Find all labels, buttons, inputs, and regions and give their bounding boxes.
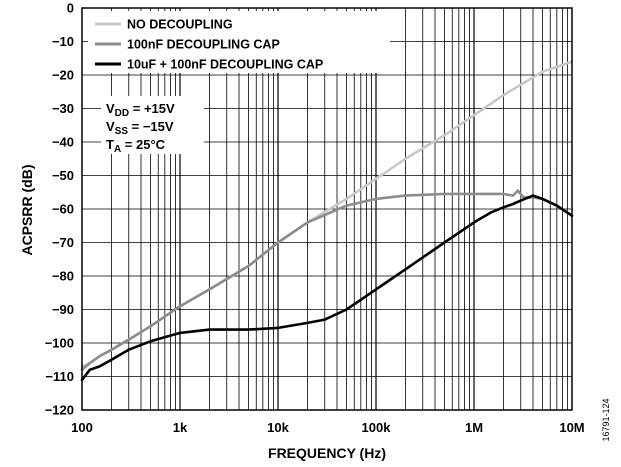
y-tick-label: −70	[52, 235, 74, 250]
plot-frame	[81, 7, 573, 411]
conditions-box: VDD = +15V VSS = −15V TA = 25°C	[101, 96, 204, 155]
y-tick-label: 0	[67, 1, 74, 16]
legend-label-2: 100nF DECOUPLING CAP	[127, 38, 280, 52]
x-tick-label: 10M	[559, 420, 584, 435]
y-tick-label: −120	[45, 403, 74, 418]
x-tick-label: 100k	[362, 420, 392, 435]
series-line-3	[80, 194, 574, 382]
legend: NO DECOUPLING 100nF DECOUPLING CAP 10uF + …	[88, 11, 390, 73]
vss-label: VSS = −15V	[106, 119, 174, 137]
y-tick-label: −90	[52, 302, 74, 317]
legend-background	[88, 11, 390, 73]
legend-label-3: 10uF + 100nF DECOUPLING CAP	[127, 58, 323, 72]
x-axis-title: FREQUENCY (Hz)	[268, 445, 386, 461]
x-tick-label: 100	[71, 420, 93, 435]
y-tick-labels: 0 −10 −20 −30 −40 −50 −60 −70 −80 −90 −100 −110 −120	[45, 1, 74, 418]
x-tick-label: 1M	[465, 420, 483, 435]
grid	[82, 8, 572, 410]
conditions-background	[101, 96, 204, 154]
legend-label-1: NO DECOUPLING	[127, 18, 233, 32]
x-tick-labels: 100 1k 10k 100k 1M 10M	[71, 420, 585, 435]
x-tick-label: 10k	[267, 420, 289, 435]
series-line-2	[80, 189, 574, 372]
y-tick-label: −30	[52, 101, 74, 116]
y-axis-title: ACPSRR (dB)	[19, 165, 35, 256]
ta-label: TA = 25°C	[106, 137, 166, 155]
series-layer	[80, 60, 574, 382]
vdd-label: VDD = +15V	[106, 101, 175, 119]
y-tick-label: −20	[52, 68, 74, 83]
y-tick-label: −100	[45, 336, 74, 351]
y-tick-label: −110	[45, 369, 74, 384]
y-tick-label: −60	[52, 202, 74, 217]
y-tick-label: −50	[52, 168, 74, 183]
figure-id: 16791-124	[601, 398, 611, 441]
y-tick-label: −40	[52, 135, 74, 150]
y-tick-label: −10	[52, 34, 74, 49]
y-tick-label: −80	[52, 269, 74, 284]
x-tick-label: 1k	[173, 420, 188, 435]
